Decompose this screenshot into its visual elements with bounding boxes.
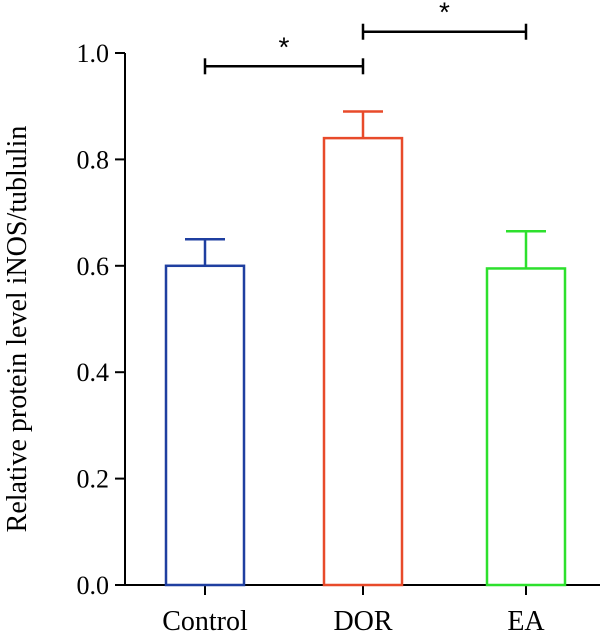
y-axis-label: Relative protein level iNOS/tublulin	[2, 126, 33, 533]
y-tick-label: 0.0	[77, 571, 110, 600]
bar-dor	[322, 136, 404, 587]
significance-marker: *	[439, 0, 450, 28]
x-tick-label: Control	[162, 606, 248, 637]
y-tick-label: 0.2	[77, 465, 110, 494]
bars-group	[164, 110, 567, 587]
bar-control	[164, 264, 246, 587]
x-tick-label: EA	[507, 606, 545, 637]
y-tick-label: 0.6	[77, 252, 110, 281]
y-tick-label: 1.0	[77, 39, 110, 68]
x-axis: Control DOR EA	[125, 584, 600, 637]
significance-brackets: **	[203, 0, 528, 75]
x-tick-label: DOR	[333, 606, 392, 637]
bar-ea	[485, 267, 567, 587]
y-tick-label: 0.8	[77, 145, 110, 174]
y-axis: 0.0 0.2 0.4 0.6 0.8 1.0	[77, 39, 126, 600]
significance-marker: *	[279, 31, 290, 62]
y-tick-label: 0.4	[77, 358, 110, 387]
